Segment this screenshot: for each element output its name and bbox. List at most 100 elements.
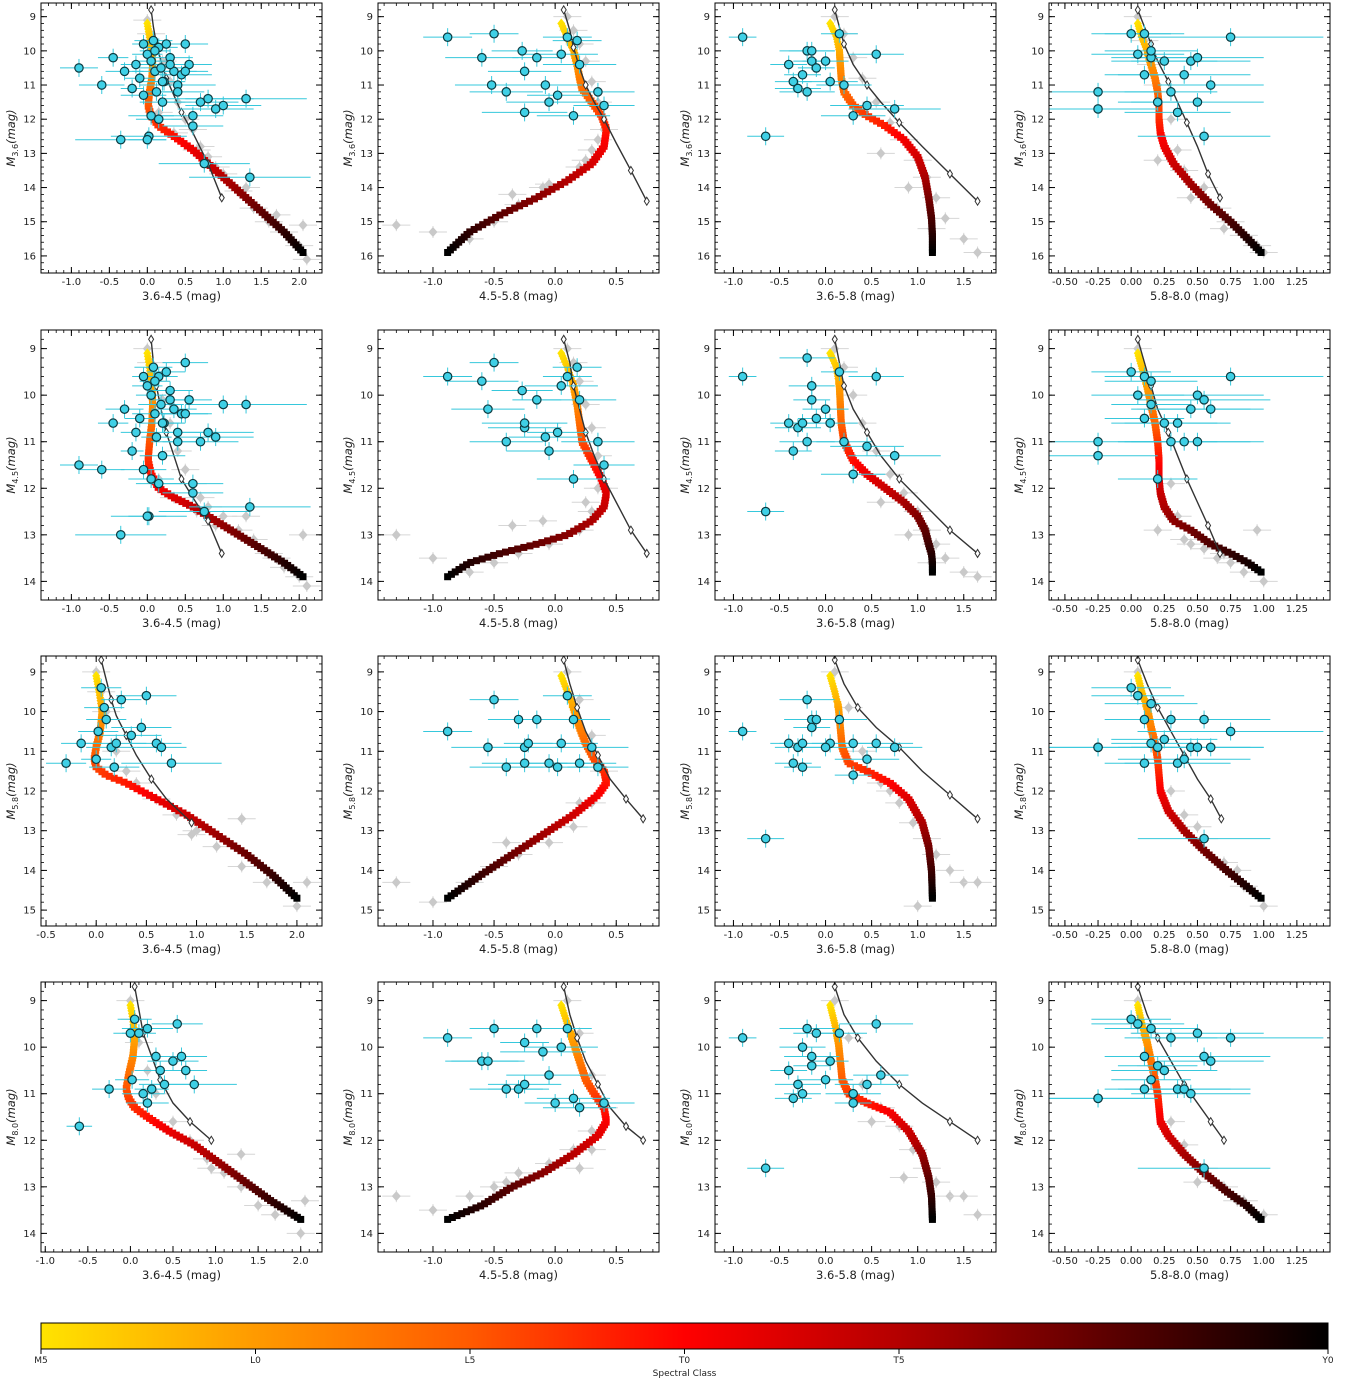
gray-point: [465, 567, 475, 578]
y-tick-label: 9: [30, 344, 36, 355]
reference-marker: [974, 196, 981, 207]
sequence-point: [169, 1129, 177, 1137]
sequence-point: [928, 248, 936, 256]
data-point: [119, 66, 130, 77]
y-tick-label: 12: [23, 787, 36, 798]
y-tick-label: 13: [1031, 826, 1044, 837]
sequence-point: [869, 115, 877, 123]
sequence-point: [557, 181, 565, 189]
gray-point: [507, 189, 517, 200]
sequence-point: [187, 1139, 195, 1147]
y-tick-label: 10: [360, 46, 373, 57]
data-point: [797, 738, 808, 749]
sequence-point: [162, 800, 170, 808]
sequence-point: [879, 775, 887, 783]
data-point: [99, 702, 110, 713]
data-point: [788, 758, 799, 769]
data-point: [203, 93, 213, 104]
data-point: [811, 714, 822, 725]
reference-marker: [1154, 702, 1161, 713]
x-tick-label: 0.50: [1186, 604, 1208, 615]
sequence-point: [115, 776, 123, 784]
x-tick-label: -0.5: [484, 604, 504, 615]
reference-marker: [582, 80, 589, 90]
data-point: [871, 738, 882, 749]
data-point: [483, 742, 493, 753]
data-point: [871, 371, 882, 382]
y-tick-label: 12: [1031, 115, 1044, 126]
y-tick-label: 14: [1031, 183, 1044, 194]
data-point: [96, 80, 107, 90]
sequence-point: [165, 1127, 173, 1135]
x-tick-label: 2.0: [291, 277, 307, 288]
plot-area: [382, 656, 647, 909]
sequence-point: [561, 816, 569, 824]
data-point: [142, 381, 153, 391]
data-point: [195, 97, 206, 107]
data-point: [802, 87, 812, 97]
data-point: [74, 1121, 85, 1132]
x-tick-label: -0.5: [770, 604, 790, 615]
y-tick-label: 12: [697, 484, 710, 495]
data-point: [101, 714, 112, 725]
data-point: [862, 100, 872, 111]
x-tick-label: 0.25: [1153, 930, 1175, 941]
gray-point: [302, 581, 312, 592]
sequence-point: [547, 825, 555, 833]
gray-point: [1153, 155, 1163, 166]
y-tick-label: 12: [23, 484, 36, 495]
data-point: [127, 446, 137, 456]
data-point: [142, 1098, 153, 1108]
data-point: [134, 413, 145, 424]
x-tick-label: 0.0: [818, 604, 834, 615]
gray-point: [195, 492, 205, 503]
data-point: [871, 49, 882, 60]
x-tick-label: 0.5: [608, 277, 624, 288]
sequence-point: [506, 206, 514, 214]
data-point: [172, 1019, 183, 1029]
axes-frame: [1048, 655, 1331, 927]
y-axis-label: M5.8(mag): [678, 762, 694, 819]
data-point: [574, 395, 585, 405]
data-point: [517, 385, 527, 396]
x-tick-label: -1.0: [724, 930, 744, 941]
sequence-point: [489, 863, 497, 871]
reference-marker: [1204, 168, 1212, 179]
data-point: [552, 762, 563, 772]
sequence-point: [444, 248, 452, 256]
gray-point: [296, 1228, 306, 1239]
reference-marker: [1204, 520, 1212, 531]
data-point: [1146, 399, 1156, 410]
data-point: [165, 59, 175, 70]
data-point: [1139, 413, 1150, 424]
y-tick-label: 9: [30, 667, 36, 678]
sequence-point: [487, 216, 495, 224]
sequence-point: [299, 248, 307, 256]
x-tick-label: 1.5: [956, 930, 972, 941]
data-point: [136, 722, 147, 733]
sequence-point: [511, 849, 519, 857]
sequence-point: [516, 202, 524, 210]
plot-area: [1049, 334, 1324, 588]
sequence-point: [1215, 544, 1223, 552]
x-axis-label: 4.5-5.8 (mag): [479, 942, 558, 956]
x-tick-label: 0.0: [818, 277, 834, 288]
gray-point: [1226, 557, 1236, 568]
data-point: [134, 1028, 144, 1039]
y-tick-label: 11: [360, 81, 373, 92]
data-point: [76, 738, 86, 749]
gray-point: [121, 766, 131, 777]
gray-point: [501, 837, 511, 848]
y-tick-label: 10: [697, 707, 710, 718]
sequence-point: [532, 835, 540, 843]
reference-marker: [831, 656, 838, 665]
x-axis-label: 5.8-8.0 (mag): [1150, 616, 1229, 630]
sequence-point: [568, 173, 576, 181]
y-tick-label: 12: [1031, 787, 1044, 798]
data-point: [540, 432, 551, 442]
data-point: [157, 76, 168, 87]
gray-point: [885, 469, 895, 480]
y-axis-label: M4.5(mag): [1012, 436, 1028, 493]
x-axis-label: 3.6-4.5 (mag): [142, 616, 221, 630]
